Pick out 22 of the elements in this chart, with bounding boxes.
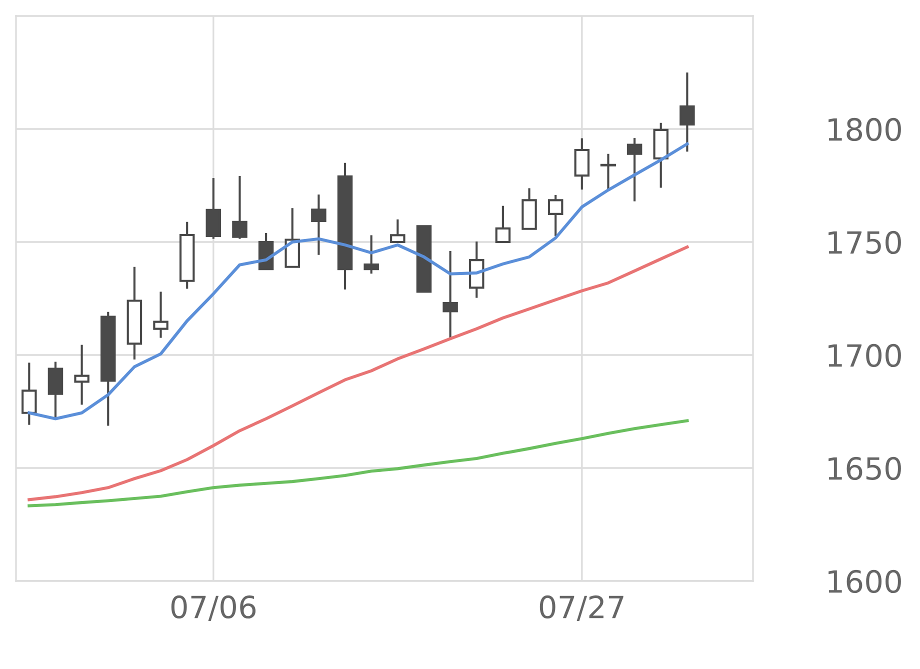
candlestick: [548, 194, 564, 238]
line-series: [28, 419, 689, 508]
candlestick: [600, 152, 616, 192]
candlestick: [495, 204, 511, 244]
y-tick-label: 1700: [828, 344, 901, 368]
y-tick-label: 1750: [828, 230, 901, 254]
line-series: [28, 245, 689, 502]
x-tick-label: 07/06: [171, 595, 256, 621]
y-tick-label: 1800: [828, 118, 901, 142]
candlestick: [232, 174, 248, 240]
candlestick: [22, 362, 37, 426]
x-tick-label: 07/27: [540, 595, 624, 621]
candlestick: [311, 193, 326, 256]
y-tick-label: 1650: [828, 456, 901, 480]
candlestick: [390, 218, 406, 244]
candlestick: [153, 290, 168, 339]
candlestick: [680, 71, 695, 153]
y-tick-label: 1600: [828, 570, 901, 594]
candlestick: [74, 344, 90, 406]
candlestick: [442, 250, 458, 340]
candlestick: [626, 136, 642, 202]
candlestick: [364, 234, 379, 275]
